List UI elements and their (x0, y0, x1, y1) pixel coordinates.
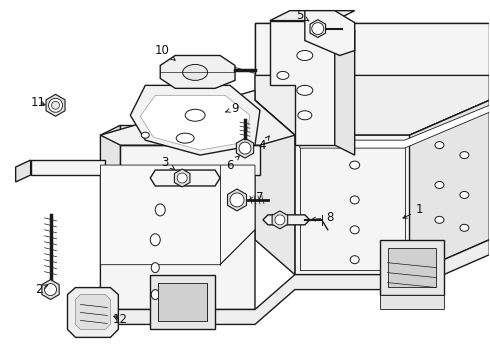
Circle shape (239, 142, 251, 154)
Circle shape (230, 193, 244, 207)
Polygon shape (150, 170, 220, 186)
Polygon shape (46, 94, 65, 116)
Text: 7: 7 (249, 192, 264, 204)
Text: 10: 10 (155, 44, 175, 60)
Circle shape (177, 173, 187, 183)
Ellipse shape (176, 133, 194, 143)
Polygon shape (158, 283, 207, 321)
Polygon shape (388, 248, 437, 287)
Polygon shape (150, 275, 215, 329)
Text: 8: 8 (312, 211, 334, 224)
Polygon shape (100, 165, 255, 310)
Text: 6: 6 (226, 156, 239, 172)
Ellipse shape (350, 256, 359, 264)
Polygon shape (310, 20, 325, 37)
Ellipse shape (183, 64, 208, 80)
Polygon shape (140, 95, 250, 150)
Polygon shape (236, 138, 254, 158)
Polygon shape (380, 294, 444, 310)
Ellipse shape (151, 289, 159, 300)
Circle shape (51, 101, 59, 109)
Ellipse shape (297, 85, 313, 95)
Polygon shape (42, 280, 59, 300)
Circle shape (275, 215, 285, 225)
Polygon shape (100, 240, 490, 324)
Ellipse shape (151, 263, 159, 273)
Polygon shape (255, 100, 295, 275)
Polygon shape (410, 100, 490, 275)
Ellipse shape (150, 234, 160, 246)
Text: 4: 4 (258, 136, 269, 152)
Polygon shape (295, 100, 490, 275)
Polygon shape (255, 23, 488, 75)
Circle shape (49, 98, 63, 112)
Ellipse shape (460, 224, 469, 231)
Polygon shape (227, 189, 246, 211)
Polygon shape (270, 21, 335, 145)
Circle shape (312, 23, 324, 35)
Polygon shape (174, 169, 190, 187)
Polygon shape (100, 90, 295, 145)
Polygon shape (16, 160, 30, 182)
Ellipse shape (298, 111, 312, 120)
Circle shape (45, 284, 56, 296)
Ellipse shape (435, 181, 444, 189)
Polygon shape (380, 240, 444, 294)
Polygon shape (100, 125, 121, 175)
Polygon shape (160, 55, 235, 88)
Polygon shape (255, 23, 490, 120)
Ellipse shape (277, 71, 289, 80)
Polygon shape (130, 85, 260, 155)
Text: 2: 2 (35, 283, 48, 296)
Polygon shape (305, 11, 355, 55)
Ellipse shape (350, 226, 359, 234)
Text: 1: 1 (403, 203, 423, 218)
Ellipse shape (460, 192, 469, 198)
Polygon shape (75, 294, 110, 329)
Ellipse shape (350, 161, 360, 169)
Polygon shape (335, 21, 355, 155)
Ellipse shape (221, 132, 229, 138)
Ellipse shape (460, 152, 469, 159)
Text: 9: 9 (226, 102, 239, 115)
Text: 5: 5 (296, 9, 309, 22)
Polygon shape (255, 75, 490, 135)
Polygon shape (263, 215, 310, 225)
Polygon shape (121, 125, 260, 145)
Polygon shape (255, 100, 295, 265)
Polygon shape (30, 160, 105, 175)
Ellipse shape (181, 132, 189, 138)
Text: 3: 3 (162, 156, 174, 170)
Polygon shape (272, 211, 288, 229)
Polygon shape (100, 165, 255, 265)
Polygon shape (300, 105, 490, 148)
Text: 12: 12 (113, 313, 128, 326)
Ellipse shape (185, 109, 205, 121)
Text: 11: 11 (31, 96, 46, 109)
Polygon shape (68, 288, 119, 337)
Polygon shape (270, 11, 355, 21)
Ellipse shape (155, 204, 165, 216)
Polygon shape (121, 145, 260, 175)
Ellipse shape (141, 132, 149, 138)
Ellipse shape (435, 216, 444, 223)
Ellipse shape (350, 196, 359, 204)
Ellipse shape (297, 50, 313, 60)
Ellipse shape (435, 141, 444, 149)
